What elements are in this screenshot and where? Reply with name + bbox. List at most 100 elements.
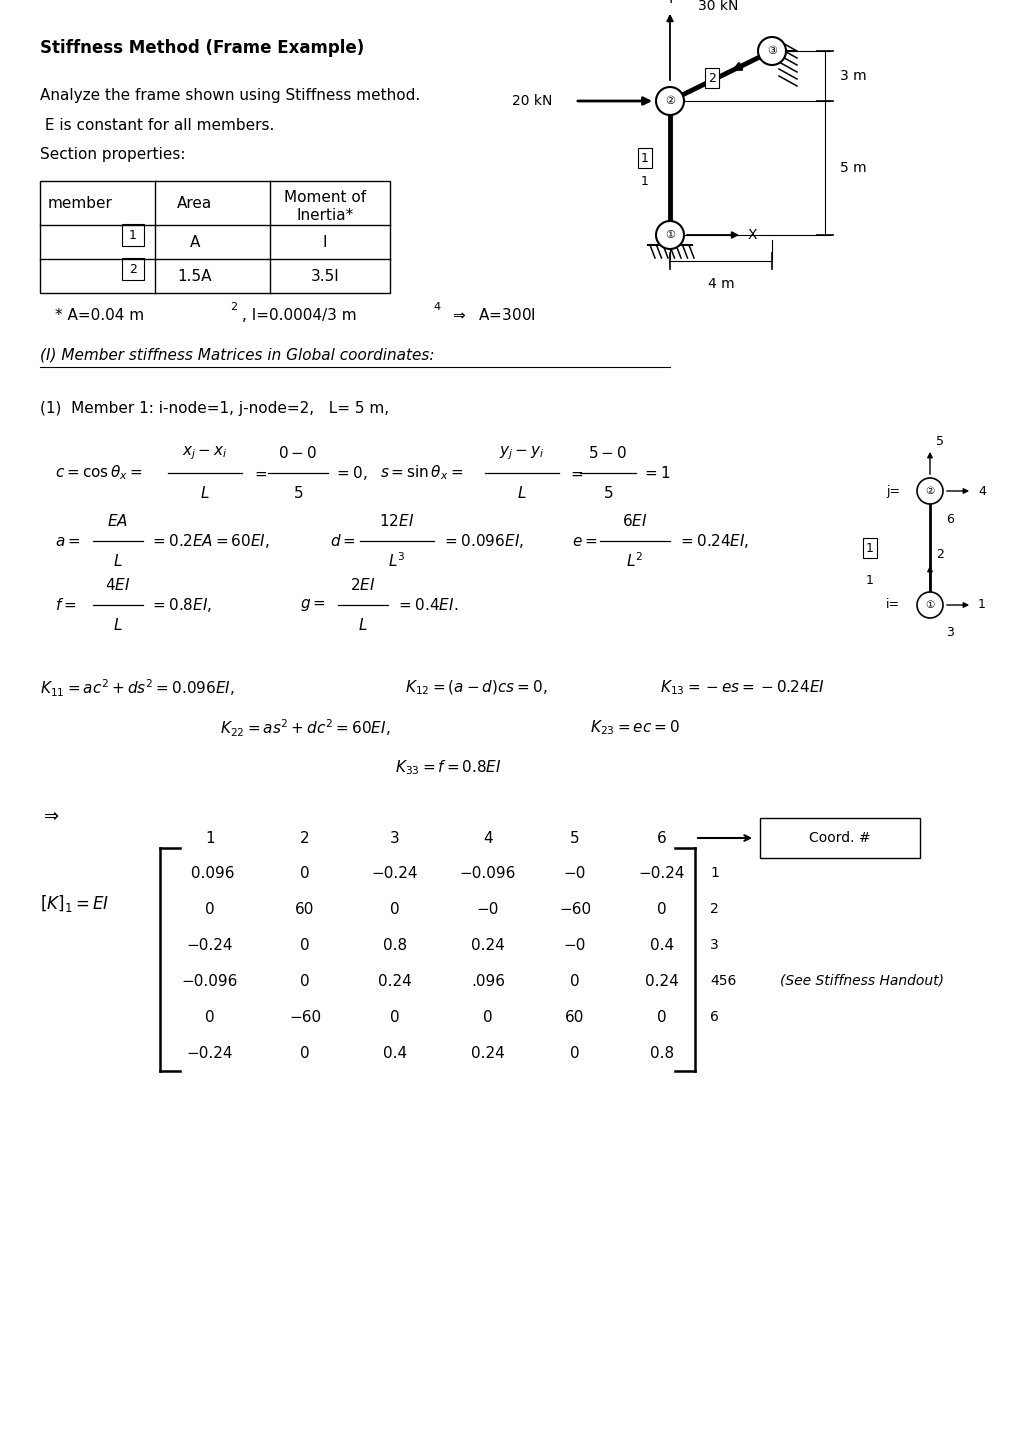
Circle shape bbox=[757, 38, 786, 65]
Text: $= 0.24EI,$: $= 0.24EI,$ bbox=[678, 532, 749, 550]
Text: member: member bbox=[48, 195, 112, 211]
Text: $K_{23} = ec = 0$: $K_{23} = ec = 0$ bbox=[589, 719, 680, 737]
Text: 1: 1 bbox=[640, 152, 648, 165]
Text: 0: 0 bbox=[390, 1010, 399, 1025]
Text: 1: 1 bbox=[205, 831, 215, 846]
Text: 0: 0 bbox=[656, 1010, 666, 1025]
Text: 5: 5 bbox=[935, 434, 943, 447]
Text: 1.5A: 1.5A bbox=[177, 268, 212, 283]
Text: 0: 0 bbox=[656, 902, 666, 916]
Text: 0: 0 bbox=[300, 938, 310, 952]
Text: $= 0,$: $= 0,$ bbox=[333, 465, 368, 482]
Text: 3 m: 3 m bbox=[840, 69, 866, 84]
Text: $s = \sin\theta_x =$: $s = \sin\theta_x =$ bbox=[380, 463, 463, 482]
Text: ③: ③ bbox=[766, 46, 776, 56]
Text: 0: 0 bbox=[300, 1046, 310, 1061]
Text: 3.5I: 3.5I bbox=[311, 268, 339, 283]
Text: 0.24: 0.24 bbox=[644, 974, 679, 988]
Text: 6: 6 bbox=[945, 512, 953, 525]
Text: Y: Y bbox=[665, 0, 674, 6]
Circle shape bbox=[916, 592, 943, 618]
Text: 60: 60 bbox=[565, 1010, 584, 1025]
Text: 0: 0 bbox=[205, 1010, 215, 1025]
Text: −0.096: −0.096 bbox=[460, 866, 516, 880]
Text: 3: 3 bbox=[389, 831, 399, 846]
Text: 0: 0 bbox=[570, 1046, 579, 1061]
Text: $K_{22} = as^2 + dc^2 = 60EI,$: $K_{22} = as^2 + dc^2 = 60EI,$ bbox=[220, 717, 390, 739]
Text: $a =$: $a =$ bbox=[55, 534, 81, 548]
Text: $5$: $5$ bbox=[602, 485, 612, 501]
Text: * A=0.04 m: * A=0.04 m bbox=[55, 307, 144, 322]
Text: i=: i= bbox=[886, 599, 899, 612]
Text: $g =$: $g =$ bbox=[300, 597, 325, 613]
Text: 2: 2 bbox=[129, 263, 137, 276]
Text: $12EI$: $12EI$ bbox=[379, 514, 414, 530]
Text: $= 0.096EI,$: $= 0.096EI,$ bbox=[441, 532, 524, 550]
Text: 3: 3 bbox=[945, 626, 953, 639]
Text: 1: 1 bbox=[129, 228, 137, 241]
Text: 0.4: 0.4 bbox=[382, 1046, 407, 1061]
Text: 4: 4 bbox=[483, 831, 492, 846]
Text: 0: 0 bbox=[390, 902, 399, 916]
Text: $EA$: $EA$ bbox=[107, 514, 128, 530]
Text: 1: 1 bbox=[865, 541, 873, 554]
Text: 2: 2 bbox=[300, 831, 310, 846]
Text: $K_{12} = (a-d)cs = 0,$: $K_{12} = (a-d)cs = 0,$ bbox=[405, 678, 547, 697]
Text: $L$: $L$ bbox=[358, 618, 368, 633]
Text: X: X bbox=[747, 228, 757, 242]
Text: $=$: $=$ bbox=[568, 466, 584, 481]
Text: 4: 4 bbox=[977, 485, 985, 498]
Text: $f =$: $f =$ bbox=[55, 597, 76, 613]
Text: $K_{33} = f = 0.8EI$: $K_{33} = f = 0.8EI$ bbox=[394, 759, 501, 778]
Text: −0.24: −0.24 bbox=[186, 1046, 233, 1061]
Text: 0.24: 0.24 bbox=[378, 974, 412, 988]
Text: Section properties:: Section properties: bbox=[40, 147, 185, 163]
Text: $= 1$: $= 1$ bbox=[641, 465, 671, 481]
Text: $e =$: $e =$ bbox=[572, 534, 597, 548]
Text: $2EI$: $2EI$ bbox=[350, 577, 375, 593]
Circle shape bbox=[655, 221, 684, 250]
Text: 0: 0 bbox=[205, 902, 215, 916]
Text: −0.24: −0.24 bbox=[638, 866, 685, 880]
Text: 0.24: 0.24 bbox=[471, 1046, 504, 1061]
Text: 0: 0 bbox=[483, 1010, 492, 1025]
Text: 0.8: 0.8 bbox=[649, 1046, 674, 1061]
Text: 456: 456 bbox=[709, 974, 736, 988]
Text: −0.096: −0.096 bbox=[181, 974, 238, 988]
Text: $K_{13} = -es = -0.24EI$: $K_{13} = -es = -0.24EI$ bbox=[659, 678, 824, 697]
Text: .096: .096 bbox=[471, 974, 504, 988]
Text: $c = \cos\theta_x =$: $c = \cos\theta_x =$ bbox=[55, 463, 143, 482]
Text: $4EI$: $4EI$ bbox=[105, 577, 130, 593]
Text: 5: 5 bbox=[570, 831, 579, 846]
Text: $y_j - y_i$: $y_j - y_i$ bbox=[498, 444, 544, 462]
Text: j=: j= bbox=[886, 485, 899, 498]
Text: 0.24: 0.24 bbox=[471, 938, 504, 952]
Text: 3: 3 bbox=[709, 938, 718, 952]
Text: −60: −60 bbox=[288, 1010, 321, 1025]
Text: $= 0.2EA = 60EI,$: $= 0.2EA = 60EI,$ bbox=[150, 532, 270, 550]
Text: 4 m: 4 m bbox=[707, 277, 734, 291]
Text: $L$: $L$ bbox=[200, 485, 210, 501]
Text: 1: 1 bbox=[977, 599, 985, 612]
Text: 0.4: 0.4 bbox=[649, 938, 674, 952]
Text: −0.24: −0.24 bbox=[371, 866, 418, 880]
Text: 60: 60 bbox=[296, 902, 315, 916]
Text: 1: 1 bbox=[709, 866, 718, 880]
Text: $=$: $=$ bbox=[252, 466, 268, 481]
Text: $K_{11} = ac^2 + ds^2 = 0.096EI,$: $K_{11} = ac^2 + ds^2 = 0.096EI,$ bbox=[40, 677, 234, 698]
Text: Area: Area bbox=[177, 195, 212, 211]
Text: 2: 2 bbox=[709, 902, 718, 916]
Text: Inertia*: Inertia* bbox=[297, 208, 354, 222]
Text: 30 kN: 30 kN bbox=[697, 0, 738, 13]
Text: $\Rightarrow$: $\Rightarrow$ bbox=[40, 807, 60, 824]
Text: 2: 2 bbox=[707, 72, 715, 85]
Text: $L^2$: $L^2$ bbox=[626, 551, 643, 570]
Text: −0: −0 bbox=[564, 866, 586, 880]
Text: 1: 1 bbox=[640, 175, 648, 188]
Text: Moment of: Moment of bbox=[283, 189, 366, 205]
Circle shape bbox=[916, 478, 943, 504]
Text: ②: ② bbox=[924, 486, 933, 496]
Text: ②: ② bbox=[664, 97, 675, 105]
Text: $d =$: $d =$ bbox=[330, 532, 356, 548]
Text: $= 0.8EI,$: $= 0.8EI,$ bbox=[150, 596, 212, 615]
